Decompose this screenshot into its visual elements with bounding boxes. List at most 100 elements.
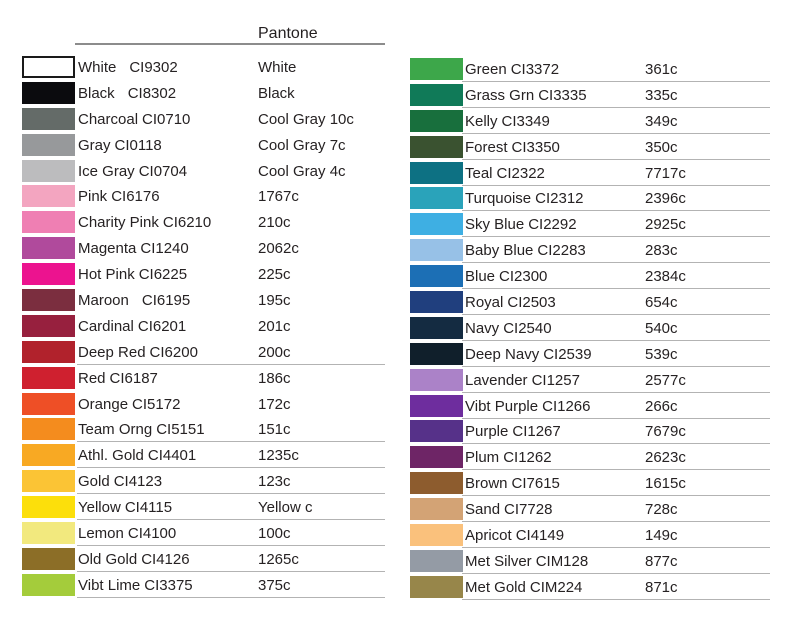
color-label: Black CI8302 — [78, 83, 176, 104]
color-row: Lavender CI1257 2577c — [410, 368, 780, 395]
color-row: Hot Pink CI6225 225c — [22, 263, 392, 289]
row-divider-line — [462, 210, 770, 212]
color-code: CI7615 — [511, 475, 560, 493]
color-name: Navy — [465, 319, 500, 337]
color-code: CI2322 — [496, 164, 545, 182]
color-row: Deep Navy CI2539 539c — [410, 342, 780, 369]
color-swatch — [22, 263, 75, 286]
color-label: Brown CI7615 — [465, 473, 560, 494]
row-divider-line — [462, 106, 770, 108]
color-name: Lavender — [465, 371, 528, 389]
color-name: Charcoal — [78, 110, 139, 128]
color-swatch — [410, 394, 463, 417]
color-swatch — [410, 265, 463, 288]
color-swatch — [410, 575, 463, 598]
color-name: Apricot — [465, 527, 512, 545]
color-swatch — [410, 368, 463, 391]
color-code: CI4401 — [147, 447, 197, 465]
color-swatch — [22, 340, 75, 363]
pantone-value: 2577c — [645, 371, 686, 389]
pantone-value: 149c — [645, 527, 678, 545]
color-code: CI1266 — [542, 397, 591, 415]
color-row: Plum CI1262 2623c — [410, 446, 780, 472]
color-code: CI3350 — [511, 138, 560, 156]
color-row: Apricot CI4149 149c — [410, 524, 780, 550]
row-divider-line — [462, 521, 770, 523]
color-row: Purple CI1267 7679c — [410, 420, 780, 446]
color-code: CI7728 — [504, 501, 553, 519]
color-row: Forest CI3350 350c — [410, 135, 780, 162]
color-name: Sky Blue — [465, 216, 525, 234]
color-name: Magenta — [78, 240, 137, 258]
color-label: Teal CI2322 — [465, 163, 545, 184]
color-row: Blue CI2300 2384c — [410, 265, 780, 291]
color-code: CI3375 — [144, 576, 193, 594]
color-swatch — [410, 239, 463, 262]
color-label: Maroon CI6195 — [78, 290, 190, 311]
color-label: Met Silver CIM128 — [465, 551, 588, 572]
row-divider-line — [77, 519, 385, 521]
color-name: Met Gold — [465, 578, 526, 596]
color-row: White CI9302 White — [22, 56, 392, 82]
color-label: Blue CI2300 — [465, 266, 547, 287]
color-label: Green CI3372 — [465, 59, 559, 80]
color-swatch — [410, 83, 463, 106]
row-divider-line — [77, 596, 385, 598]
color-label: Plum CI1262 — [465, 447, 552, 468]
pantone-value: 2396c — [645, 190, 686, 208]
pantone-value: White — [258, 59, 297, 76]
row-divider-line — [462, 262, 770, 264]
color-label: Met Gold CIM224 — [465, 577, 582, 598]
color-code: CI4123 — [113, 473, 163, 491]
color-label: Athl. Gold CI4401 — [78, 445, 196, 466]
pantone-value: 1235c — [258, 447, 299, 465]
color-row: Charity Pink CI6210 210c — [22, 211, 392, 237]
color-name: Purple — [465, 423, 509, 441]
row-divider-line — [462, 236, 770, 238]
color-label: Team Orng CI5151 — [78, 419, 205, 440]
pantone-value: 2623c — [645, 449, 686, 467]
pantone-value: 1767c — [258, 188, 299, 206]
color-code: CI6195 — [141, 292, 191, 310]
row-divider-line — [462, 443, 770, 445]
color-name: Met Silver — [465, 552, 532, 570]
color-code: CI5151 — [156, 421, 205, 439]
color-code: CI4100 — [127, 525, 177, 543]
color-row: Old Gold CI4126 1265c — [22, 547, 392, 574]
color-code: CI6200 — [149, 343, 198, 361]
row-divider-line — [462, 598, 770, 600]
color-row: Grass Grn CI3335 335c — [410, 83, 780, 110]
color-name: Teal — [465, 164, 493, 182]
pantone-value: 283c — [645, 242, 678, 260]
color-row: Gray CI0118 Cool Gray 7c — [22, 133, 392, 160]
color-name: Vibt Purple — [465, 397, 539, 415]
color-code: CI1240 — [140, 240, 189, 258]
pantone-value: Cool Gray 4c — [258, 162, 346, 180]
color-code: CI4149 — [515, 527, 565, 545]
color-swatch — [410, 498, 463, 521]
header-divider-line — [75, 43, 385, 45]
color-code: CI4115 — [124, 499, 173, 517]
color-name: Gray — [78, 136, 111, 154]
color-row: Vibt Lime CI3375 375c — [22, 573, 392, 600]
color-code: CI2292 — [528, 216, 577, 234]
pantone-value: 335c — [645, 86, 678, 104]
color-label: Baby Blue CI2283 — [465, 240, 586, 261]
color-label: Vibt Purple CI1266 — [465, 396, 590, 417]
row-divider-line — [462, 132, 770, 134]
pantone-value: 349c — [645, 112, 678, 130]
color-row: Vibt Purple CI1266 266c — [410, 394, 780, 421]
pantone-value: 2384c — [645, 268, 686, 286]
row-divider-line — [77, 441, 385, 443]
pantone-value: 123c — [258, 473, 291, 491]
row-divider-line — [462, 365, 770, 367]
color-label: Magenta CI1240 — [78, 238, 189, 259]
color-label: Old Gold CI4126 — [78, 549, 190, 570]
color-code: CIM128 — [535, 552, 589, 570]
row-divider-line — [462, 495, 770, 497]
color-label: Grass Grn CI3335 — [465, 85, 587, 106]
pantone-value: 375c — [258, 576, 291, 594]
pantone-value: 200c — [258, 343, 291, 361]
color-swatch — [410, 161, 463, 184]
